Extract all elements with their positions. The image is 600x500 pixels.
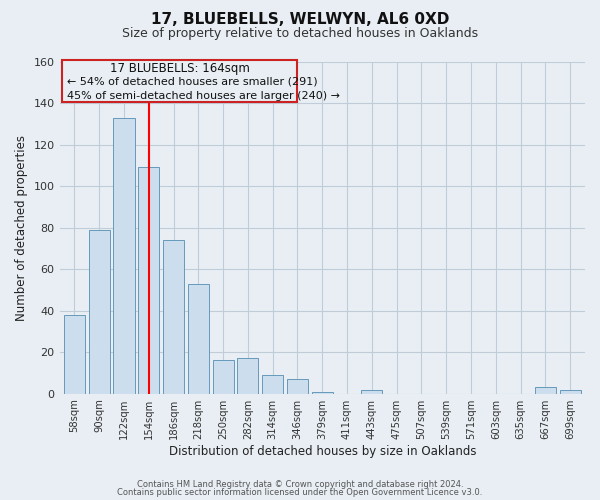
X-axis label: Distribution of detached houses by size in Oaklands: Distribution of detached houses by size … xyxy=(169,444,476,458)
Bar xyxy=(163,240,184,394)
Text: Contains HM Land Registry data © Crown copyright and database right 2024.: Contains HM Land Registry data © Crown c… xyxy=(137,480,463,489)
Bar xyxy=(287,379,308,394)
Bar xyxy=(188,284,209,394)
Y-axis label: Number of detached properties: Number of detached properties xyxy=(15,134,28,320)
Text: 45% of semi-detached houses are larger (240) →: 45% of semi-detached houses are larger (… xyxy=(67,91,340,101)
Bar xyxy=(113,118,134,394)
Bar xyxy=(361,390,382,394)
Bar xyxy=(238,358,259,394)
Text: Size of property relative to detached houses in Oaklands: Size of property relative to detached ho… xyxy=(122,28,478,40)
Bar xyxy=(138,168,160,394)
Bar xyxy=(212,360,233,394)
Bar xyxy=(560,390,581,394)
Bar xyxy=(262,375,283,394)
Bar xyxy=(312,392,333,394)
Bar xyxy=(89,230,110,394)
Text: 17 BLUEBELLS: 164sqm: 17 BLUEBELLS: 164sqm xyxy=(110,62,250,76)
Text: 17, BLUEBELLS, WELWYN, AL6 0XD: 17, BLUEBELLS, WELWYN, AL6 0XD xyxy=(151,12,449,28)
FancyBboxPatch shape xyxy=(62,60,298,102)
Bar xyxy=(64,315,85,394)
Text: Contains public sector information licensed under the Open Government Licence v3: Contains public sector information licen… xyxy=(118,488,482,497)
Bar xyxy=(535,388,556,394)
Text: ← 54% of detached houses are smaller (291): ← 54% of detached houses are smaller (29… xyxy=(67,76,317,86)
